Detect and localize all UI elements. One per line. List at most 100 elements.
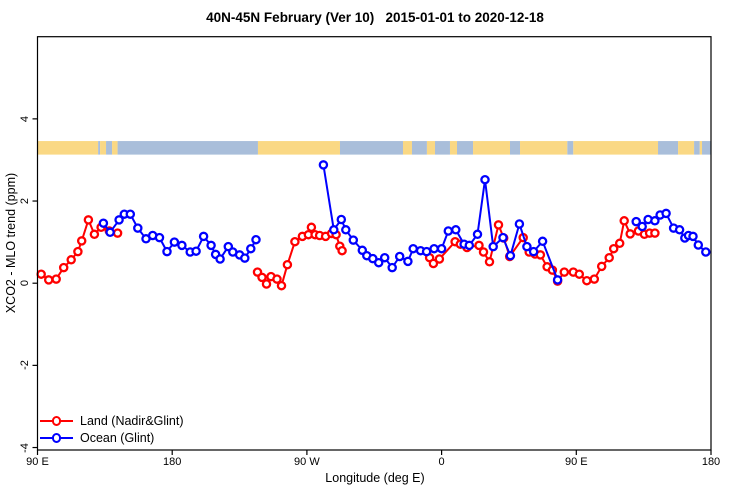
land-data-point: [619, 216, 629, 226]
land-data-point: [43, 275, 54, 285]
ocean-data-point: [472, 229, 483, 240]
land-data-point: [614, 238, 625, 249]
map-strip-ocean-segment: [509, 141, 521, 155]
ocean-data-point: [650, 216, 660, 226]
ocean-data-point: [436, 243, 447, 254]
ocean-data-point: [251, 234, 261, 245]
ocean-data-point: [379, 252, 390, 263]
x-tick-label: 90 E: [564, 456, 588, 468]
x-tick-label: 180: [701, 456, 721, 468]
ocean-data-point: [464, 240, 475, 251]
ocean-data-point: [177, 240, 187, 251]
ocean-data-point: [191, 246, 201, 256]
ocean-data-point: [348, 235, 359, 245]
legend-label-land: Land (Nadir&Glint): [80, 413, 184, 428]
legend-label-ocean: Ocean (Glint): [80, 430, 155, 445]
ocean-data-point: [336, 214, 347, 225]
map-strip-land-segment: [573, 141, 659, 155]
ocean-data-point: [451, 225, 461, 235]
land-data-point: [89, 229, 100, 240]
ocean-data-point: [403, 256, 413, 267]
land-data-point: [272, 274, 282, 284]
legend: Land (Nadir&Glint) Ocean (Glint): [40, 412, 184, 446]
land-data-point: [650, 228, 660, 238]
land-data-point: [625, 229, 635, 239]
land-data-point: [493, 220, 504, 230]
ocean-data-point: [341, 225, 351, 235]
y-tick-label: 0: [19, 280, 31, 287]
ocean-data-point: [429, 243, 439, 254]
ocean-data-point: [701, 247, 711, 257]
map-strip-ocean-segment: [106, 141, 113, 155]
ocean-data-point: [394, 251, 405, 262]
land-data-point: [604, 252, 614, 263]
y-tick-label: -4: [19, 442, 31, 453]
land-data-point: [559, 267, 570, 277]
y-tick-label: -2: [19, 360, 31, 371]
land-data-point: [337, 245, 347, 256]
land-data-point: [596, 261, 607, 272]
ocean-data-point: [522, 241, 532, 252]
land-data-point: [474, 240, 484, 251]
map-strip-ocean-segment: [702, 141, 711, 155]
ocean-data-point: [329, 225, 339, 235]
ocean-data-point: [240, 253, 250, 263]
map-strip-land-segment: [112, 141, 118, 155]
ocean-data-point: [246, 243, 256, 254]
map-strip-ocean-segment: [435, 141, 450, 155]
x-axis-label: Longitude (deg E): [325, 471, 425, 485]
map-strip-land-segment: [402, 141, 412, 155]
map-strip-land-segment: [678, 141, 695, 155]
ocean-data-point: [125, 209, 136, 219]
land-data-point: [428, 258, 439, 269]
chart-title: 40N-45N February (Ver 10) 2015-01-01 to …: [206, 10, 544, 25]
ocean-data-point: [528, 246, 539, 257]
map-strip-land-segment: [100, 141, 107, 155]
ocean-data-point: [631, 216, 641, 227]
map-strip-ocean-segment: [339, 141, 403, 155]
ocean-data-point: [421, 246, 432, 257]
ocean-data-point: [98, 218, 109, 228]
map-strip-land-segment: [699, 141, 703, 155]
land-data-point: [276, 280, 287, 291]
land-series-marker-icon: [40, 416, 73, 426]
map-strip-ocean-segment: [411, 141, 427, 155]
legend-item-ocean: Ocean (Glint): [40, 429, 184, 446]
land-data-point: [257, 272, 267, 283]
land-data-point: [484, 257, 495, 267]
map-strip-ocean-segment: [457, 141, 474, 155]
x-tick-label: 0: [438, 456, 445, 468]
ocean-data-point: [443, 226, 454, 236]
land-data-point: [582, 275, 592, 286]
ocean-data-point: [154, 232, 165, 243]
x-tick-label: 90 E: [26, 456, 49, 468]
land-data-point: [589, 274, 600, 284]
y-axis-label: XCO2 - MLO trend (ppm): [4, 172, 18, 314]
map-strip-land-segment: [257, 141, 340, 155]
ocean-data-point: [488, 241, 498, 252]
map-strip-land-segment: [449, 141, 458, 155]
ocean-data-point: [661, 208, 671, 219]
ocean-data-point: [114, 215, 124, 225]
x-tick-label: 180: [163, 456, 182, 468]
legend-item-land: Land (Nadir&Glint): [40, 412, 184, 429]
map-strip-land-segment: [473, 141, 510, 155]
ocean-data-point: [133, 223, 143, 233]
land-data-point: [306, 222, 317, 233]
ocean-data-point: [537, 236, 548, 247]
land-data-point: [76, 236, 87, 246]
ocean-data-point: [162, 246, 172, 257]
ocean-data-point: [198, 231, 209, 242]
ocean-data-point: [318, 160, 329, 170]
ocean-data-point: [169, 237, 180, 247]
land-data-point: [36, 269, 46, 279]
land-data-point: [478, 247, 489, 257]
map-strip-land-segment: [426, 141, 436, 155]
land-data-point: [58, 262, 69, 273]
map-strip-ocean-segment: [694, 141, 700, 155]
ocean-data-point: [480, 174, 490, 185]
ocean-data-point: [215, 254, 225, 264]
land-data-point: [574, 269, 585, 279]
land-data-point: [261, 279, 272, 289]
ocean-data-point: [505, 250, 516, 261]
